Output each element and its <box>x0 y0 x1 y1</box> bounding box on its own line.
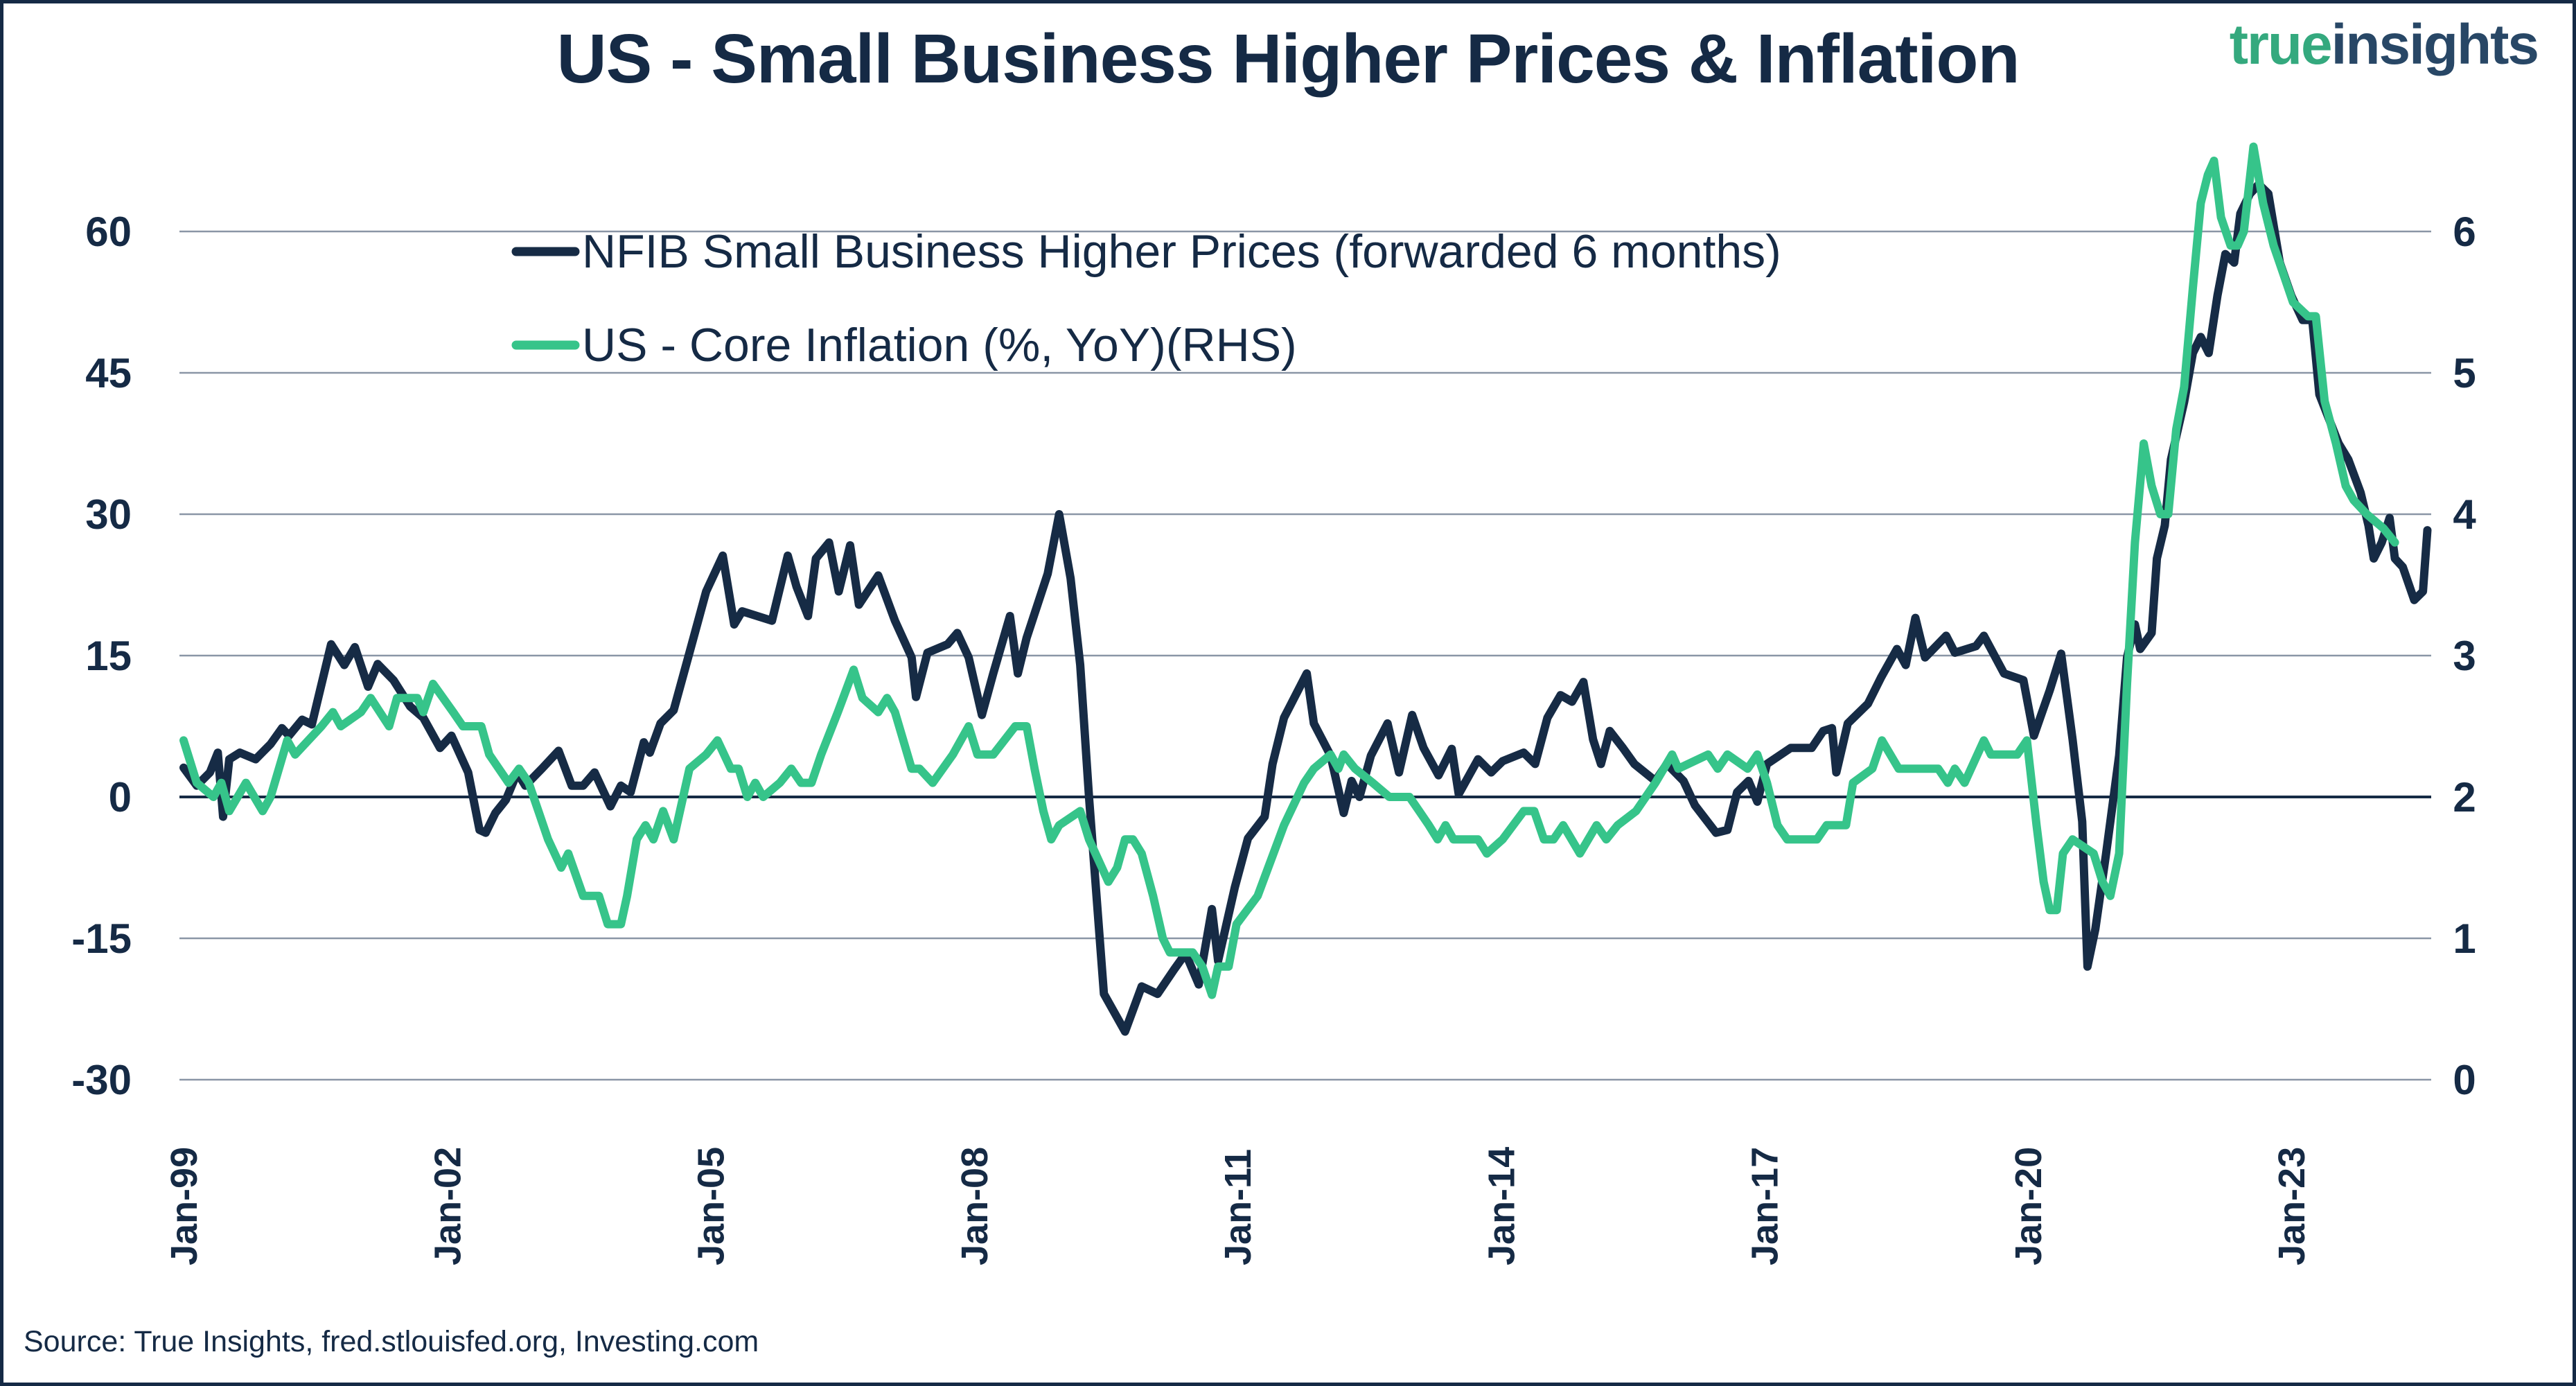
right-y-tick-label: 2 <box>2453 774 2476 821</box>
source-note: Source: True Insights, fred.stlouisfed.o… <box>24 1325 759 1358</box>
legend-label-nfib: NFIB Small Business Higher Prices (forwa… <box>582 225 1781 278</box>
left-y-tick-label: -30 <box>71 1057 132 1103</box>
x-tick-label: Jan-20 <box>2008 1147 2049 1265</box>
left-y-tick-label: 60 <box>85 209 132 255</box>
right-y-tick-label: 6 <box>2453 209 2476 255</box>
x-axis-ticks: Jan-99 Jan-02 Jan-05 Jan-08 Jan-11 Jan-14 Jan-… <box>164 1147 2313 1265</box>
x-tick-label: Jan-23 <box>2271 1147 2313 1265</box>
logo-part-insights: insights <box>2331 13 2539 76</box>
x-tick-label: Jan-05 <box>691 1147 732 1265</box>
gridlines <box>179 230 2431 1081</box>
left-y-tick-label: 0 <box>109 774 132 821</box>
right-y-tick-label: 1 <box>2453 915 2476 962</box>
x-tick-label: Jan-11 <box>1217 1149 1259 1265</box>
logo-part-true: true <box>2229 13 2333 76</box>
left-y-axis-ticks: 60 45 30 15 0 -15 -30 <box>71 209 132 1103</box>
series-lines <box>179 142 2432 1036</box>
legend-label-core-inflation: US - Core Inflation (%, YoY)(RHS) <box>582 319 1297 371</box>
right-y-tick-label: 5 <box>2453 350 2476 396</box>
right-y-tick-label: 0 <box>2453 1057 2476 1103</box>
right-y-axis-ticks: 6 5 4 3 2 1 0 <box>2453 209 2476 1103</box>
x-tick-label: Jan-02 <box>427 1147 468 1265</box>
left-y-tick-label: 30 <box>85 491 132 538</box>
right-y-tick-label: 3 <box>2453 633 2476 679</box>
core-inflation-line <box>179 142 2399 999</box>
right-y-tick-label: 4 <box>2453 491 2476 538</box>
chart-title: US - Small Business Higher Prices & Infl… <box>556 20 2020 98</box>
x-tick-label: Jan-99 <box>164 1147 205 1265</box>
left-y-tick-label: 45 <box>85 350 132 396</box>
true-insights-logo: trueinsights <box>2229 12 2539 78</box>
legend: NFIB Small Business Higher Prices (forwa… <box>511 225 1781 371</box>
x-tick-label: Jan-17 <box>1745 1147 1786 1265</box>
x-tick-label: Jan-08 <box>954 1147 996 1265</box>
left-y-tick-label: -15 <box>71 915 132 962</box>
left-y-tick-label: 15 <box>85 633 132 679</box>
x-tick-label: Jan-14 <box>1481 1147 1522 1265</box>
nfib-higher-prices-line <box>179 180 2432 1036</box>
